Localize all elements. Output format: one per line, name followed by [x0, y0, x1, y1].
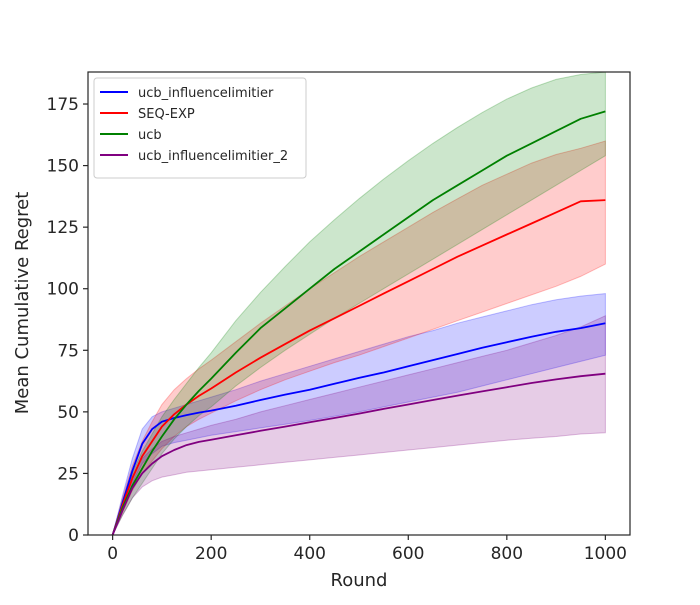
line-ucb: [111, 110, 606, 536]
series-lines: [111, 110, 606, 536]
band-seq-exp: [112, 140, 606, 536]
y-tick-label: 0: [68, 526, 79, 546]
y-tick-label: 50: [57, 403, 79, 423]
y-axis-ticks: 0 25 50 75 100 125 150 175: [47, 95, 88, 546]
legend-label-ucb-influencelimitier: ucb_influencelimitier: [138, 86, 274, 101]
plot-frame: [87, 71, 631, 536]
x-tick-label: 400: [294, 544, 326, 564]
y-tick-label: 25: [57, 464, 79, 484]
y-tick-label: 125: [47, 218, 79, 238]
band-ucb-influencelimitier: [112, 293, 606, 536]
legend-box: [93, 77, 307, 179]
x-axis-label: Round: [331, 570, 388, 591]
legend-label-ucb-influencelimitier-2: ucb_influencelimitier_2: [138, 149, 288, 164]
x-axis-ticks: 0 200 400 600 800 1000: [107, 535, 627, 564]
legend: ucb_influencelimitier SEQ-EXP ucb ucb_influ…: [93, 77, 307, 179]
x-tick-label: 1000: [584, 544, 627, 564]
y-tick-label: 100: [47, 280, 79, 300]
x-tick-label: 800: [491, 544, 523, 564]
x-tick-label: 600: [392, 544, 424, 564]
x-tick-label: 200: [195, 544, 227, 564]
y-tick-label: 175: [47, 95, 79, 115]
line-seq-exp: [111, 199, 606, 536]
y-axis-label: Mean Cumulative Regret: [12, 192, 33, 415]
legend-label-ucb: ucb: [138, 128, 162, 143]
confidence-bands: [112, 71, 606, 536]
x-tick-label: 0: [107, 544, 118, 564]
y-tick-label: 75: [57, 341, 79, 361]
line-ucb-influencelimitier: [111, 322, 606, 536]
legend-label-seq-exp: SEQ-EXP: [138, 107, 195, 122]
y-tick-label: 150: [47, 157, 79, 177]
line-ucb-influencelimitier-2: [111, 372, 606, 536]
